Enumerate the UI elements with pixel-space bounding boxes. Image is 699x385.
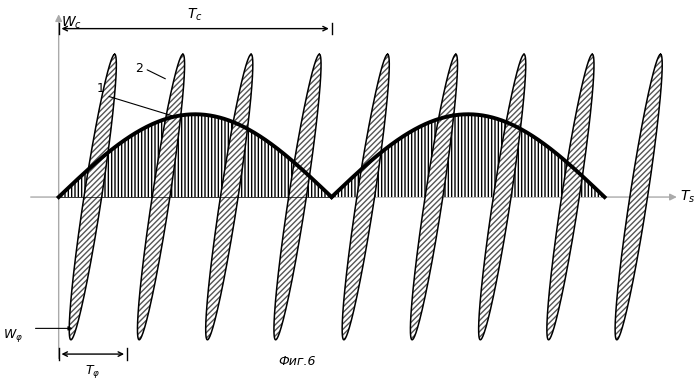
Polygon shape (410, 54, 458, 340)
Polygon shape (274, 54, 321, 340)
Polygon shape (206, 54, 253, 340)
Polygon shape (547, 54, 594, 340)
Text: 1: 1 (97, 82, 105, 95)
Text: $T_\varphi$: $T_\varphi$ (85, 363, 101, 380)
Polygon shape (342, 54, 389, 340)
Text: $W_c$: $W_c$ (62, 14, 82, 31)
Text: 2: 2 (135, 62, 143, 75)
Text: $W_\varphi$: $W_\varphi$ (3, 327, 23, 344)
Text: $T_c$: $T_c$ (187, 7, 203, 23)
Polygon shape (331, 114, 605, 197)
Polygon shape (69, 54, 116, 340)
Polygon shape (615, 54, 662, 340)
Text: Фиг.6: Фиг.6 (279, 355, 316, 368)
Polygon shape (59, 114, 331, 197)
Polygon shape (479, 54, 526, 340)
Text: $T_s$: $T_s$ (679, 189, 695, 205)
Polygon shape (138, 54, 185, 340)
